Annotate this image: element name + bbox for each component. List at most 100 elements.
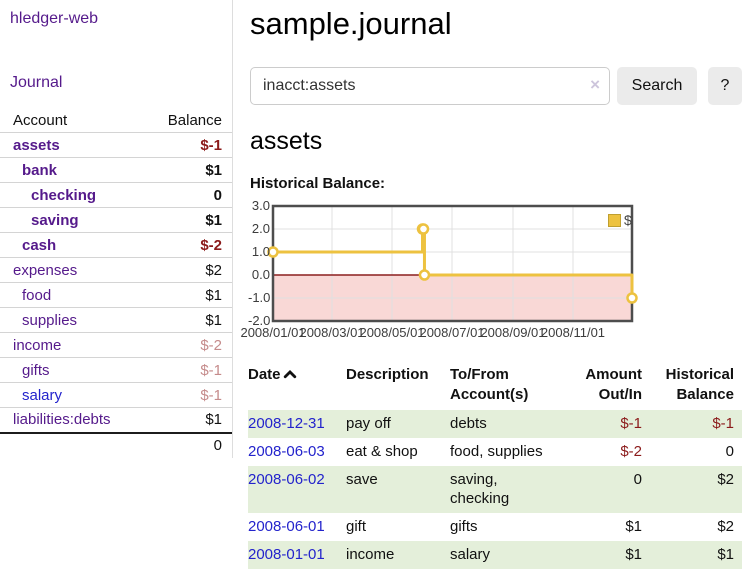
transaction-balance: $2 xyxy=(717,517,734,535)
account-row: assets $-1 xyxy=(0,132,232,158)
data-point-marker[interactable] xyxy=(417,223,430,235)
balance-column-header: Balance xyxy=(146,109,232,133)
transaction-accounts: debts xyxy=(450,409,572,438)
register-col-date-sort[interactable]: Date xyxy=(248,362,346,410)
search-button[interactable]: Search xyxy=(617,67,697,105)
x-axis-tick-label: 2008/07/01 xyxy=(419,325,485,340)
search-input[interactable] xyxy=(250,67,610,105)
account-link-salary[interactable]: salary xyxy=(22,386,63,404)
account-link-cash[interactable]: cash xyxy=(22,236,57,254)
account-link-liabilities-debts[interactable]: liabilities:debts xyxy=(13,411,111,429)
account-balance: $2 xyxy=(146,257,232,283)
transaction-balance: $-1 xyxy=(650,409,742,438)
register-row: 2008-06-02 save saving, checking 0 $2 xyxy=(248,465,742,513)
chart-title: Historical Balance: xyxy=(250,175,386,192)
transaction-description: eat & shop xyxy=(346,442,418,460)
y-axis-tick-label: 0.0 xyxy=(251,267,270,282)
account-link-expenses[interactable]: expenses xyxy=(13,261,78,279)
historical-balance-chart[interactable]: $ 3.0 2.0 1.0 0.0 -1.0 -2.0 2008/01/01 2008/03/… xyxy=(240,198,742,344)
transaction-accounts: saving, checking xyxy=(450,465,572,513)
account-row: food $1 xyxy=(0,282,232,308)
transaction-accounts: food, supplies xyxy=(450,442,543,460)
account-row: income $-2 xyxy=(0,332,232,358)
account-link-bank[interactable]: bank xyxy=(22,161,58,179)
y-axis-tick-label: 2.0 xyxy=(251,221,270,236)
data-point-marker[interactable] xyxy=(418,269,431,281)
y-axis-tick-label: 1.0 xyxy=(251,244,270,259)
transaction-date-link[interactable]: 2008-06-02 xyxy=(248,470,325,488)
account-link-checking[interactable]: checking xyxy=(31,186,97,204)
chart-frame xyxy=(271,204,634,323)
transaction-amount: $-1 xyxy=(572,409,650,438)
account-link-income[interactable]: income xyxy=(13,336,62,354)
x-axis-tick-label: 2008/05/01 xyxy=(359,325,425,340)
account-balance: 0 xyxy=(146,182,232,208)
transaction-date-link[interactable]: 2008-06-03 xyxy=(248,442,325,460)
account-balance: $1 xyxy=(146,157,232,183)
legend-swatch-icon xyxy=(608,213,621,227)
accounts-total-row: 0 xyxy=(0,431,232,458)
chart-plot-area[interactable] xyxy=(267,204,638,323)
accounts-header-row: Account Balance xyxy=(0,109,232,133)
transaction-amount: $-2 xyxy=(620,442,642,460)
sidebar: hledger-web Journal Account Balance asse… xyxy=(0,0,233,458)
transaction-date-link[interactable]: 2008-06-01 xyxy=(248,517,325,535)
account-row: gifts $-1 xyxy=(0,357,232,383)
account-row: bank $1 xyxy=(0,157,232,183)
main-content: sample.journal × Search ? assets Histori… xyxy=(240,0,742,569)
account-balance: $1 xyxy=(146,207,232,233)
register-row: 2008-01-01 income salary $1 $1 xyxy=(248,540,742,569)
help-button[interactable]: ? xyxy=(708,67,742,105)
account-balance: $-1 xyxy=(146,132,232,158)
transaction-date-link[interactable]: 2008-12-31 xyxy=(248,414,325,432)
transaction-amount: 0 xyxy=(572,465,650,513)
transaction-description: save xyxy=(346,465,450,513)
account-row: supplies $1 xyxy=(0,307,232,333)
sort-ascending-icon xyxy=(283,370,296,379)
account-balance: $1 xyxy=(146,282,232,308)
data-point-marker[interactable] xyxy=(267,246,279,258)
transaction-balance: $2 xyxy=(650,465,742,513)
chart-legend: $ xyxy=(608,212,632,228)
register-col-description: Description xyxy=(346,366,429,383)
account-row: salary $-1 xyxy=(0,382,232,408)
transaction-balance: $1 xyxy=(650,540,742,569)
account-balance: $-2 xyxy=(146,232,232,258)
account-link-saving[interactable]: saving xyxy=(31,211,79,229)
transaction-description: pay off xyxy=(346,409,450,438)
register-row: 2008-06-01 gift gifts $1 $2 xyxy=(248,513,742,541)
account-link-food[interactable]: food xyxy=(22,286,52,304)
transaction-accounts: gifts xyxy=(450,517,478,535)
register-col-accounts: To/From Account(s) xyxy=(450,366,529,404)
account-row: liabilities:debts $1 xyxy=(0,408,232,433)
data-point-marker[interactable] xyxy=(626,292,638,304)
clear-search-icon[interactable]: × xyxy=(590,75,600,94)
transaction-accounts: salary xyxy=(450,540,572,569)
sidebar-item-journal[interactable]: Journal xyxy=(10,74,63,91)
account-balance: $-1 xyxy=(146,382,232,408)
x-axis-tick-label: 2008/03/01 xyxy=(299,325,365,340)
account-balance: $-2 xyxy=(146,332,232,358)
account-row: cash $-2 xyxy=(0,232,232,258)
app-brand-link[interactable]: hledger-web xyxy=(10,10,99,27)
register-header-row: Date Description To/From Account(s) Amou… xyxy=(248,362,742,410)
page-title: sample.journal xyxy=(250,6,452,41)
account-link-assets[interactable]: assets xyxy=(13,136,60,154)
account-balance: $-1 xyxy=(146,357,232,383)
legend-series-label: $ xyxy=(624,212,632,228)
account-row: expenses $2 xyxy=(0,257,232,283)
y-axis-tick-label: 3.0 xyxy=(251,198,270,213)
register-col-amount: Amount Out/In xyxy=(585,366,642,404)
transaction-amount: $1 xyxy=(625,517,642,535)
register-row: 2008-06-03 eat & shop food, supplies $-2 0 xyxy=(248,438,742,466)
account-link-supplies[interactable]: supplies xyxy=(22,311,78,329)
account-heading: assets xyxy=(250,127,323,155)
transaction-date-link[interactable]: 2008-01-01 xyxy=(248,545,325,563)
transaction-description: income xyxy=(346,540,450,569)
account-link-gifts[interactable]: gifts xyxy=(22,361,50,379)
accounts-total-balance: 0 xyxy=(146,431,232,458)
transaction-amount: $1 xyxy=(572,540,650,569)
x-axis-tick-label: 2008/11/01 xyxy=(540,325,606,340)
x-axis-tick-label: 2008/09/01 xyxy=(480,325,546,340)
register-row: 2008-12-31 pay off debts $-1 $-1 xyxy=(248,409,742,438)
